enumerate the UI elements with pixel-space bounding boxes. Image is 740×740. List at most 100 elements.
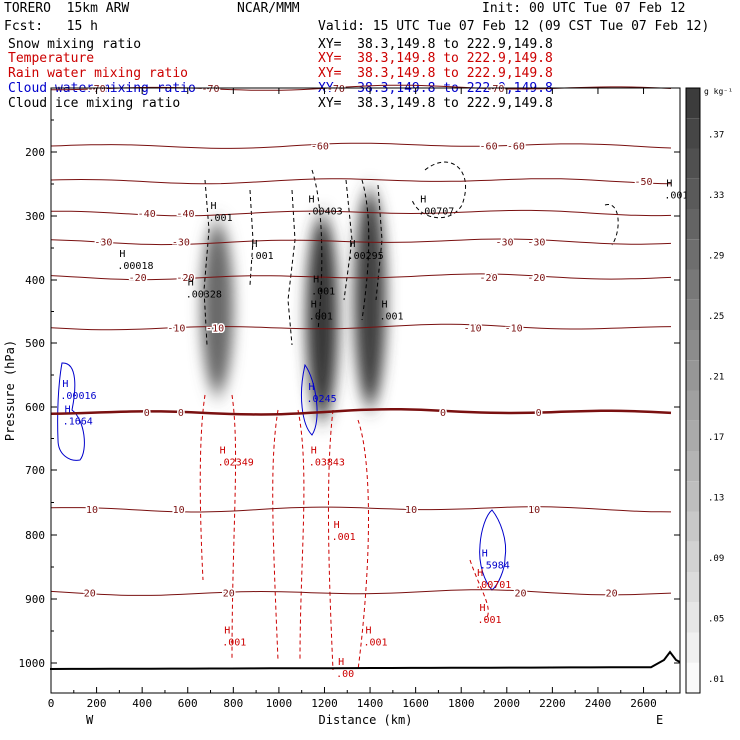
isotherm-label: 20	[606, 589, 618, 600]
isotherm-line	[50, 238, 672, 246]
field-xy-rain: XY= 38.3,149.8 to 222.9,149.8	[318, 66, 553, 81]
max-marker-h: H	[420, 194, 426, 205]
field-name-temperature: Temperature	[8, 51, 95, 66]
isotherm-line	[51, 209, 672, 217]
isotherm-label: -40	[176, 209, 194, 220]
isotherm-label: -10	[505, 323, 523, 334]
isotherm-label: -20	[480, 273, 498, 284]
snow-shading-plume	[306, 215, 339, 420]
x-tick-label: 0	[48, 697, 55, 710]
colorbar-swatch	[686, 269, 700, 300]
x-tick-label: 1200	[311, 697, 338, 710]
isotherm-line	[50, 323, 672, 331]
snow-shading-plume	[201, 222, 234, 395]
isotherm-label: -60	[507, 142, 525, 153]
max-marker-h: H	[211, 201, 217, 212]
isotherm-label: -30	[172, 238, 190, 249]
isotherm-label: -10	[206, 323, 224, 334]
isotherm-label: -30	[527, 238, 545, 249]
x-tick-label: 1600	[402, 697, 429, 710]
max-marker-h: H	[366, 625, 372, 636]
max-marker-h: H	[188, 277, 194, 288]
mixing-ratio-contour	[287, 189, 296, 346]
isotherm-label: 0	[144, 408, 150, 419]
y-tick-label: 1000	[19, 657, 46, 670]
west-end-label: W	[86, 713, 94, 727]
mixing-ratio-contour	[311, 169, 323, 331]
colorbar-tick-label: .01	[708, 675, 724, 685]
max-value-label: .001	[332, 532, 356, 543]
colorbar-tick-label: .09	[708, 554, 724, 564]
mixing-ratio-contour	[203, 179, 210, 346]
y-axis-label: Pressure (hPa)	[3, 340, 17, 441]
y-tick-label: 300	[25, 210, 45, 223]
max-value-label: .02349	[218, 457, 254, 468]
colorbar-tick-label: .29	[708, 251, 724, 261]
valid-time: Valid: 15 UTC Tue 07 Feb 12 (09 CST Tue …	[318, 19, 710, 34]
colorbar-unit-label: g kg⁻¹	[704, 87, 733, 96]
max-marker-h: H	[479, 603, 485, 614]
x-axis-label: Distance (km)	[319, 713, 413, 727]
colorbar-tick-label: .25	[708, 312, 724, 322]
isotherm-label: -50	[635, 177, 653, 188]
isotherm-label: -70	[486, 84, 504, 95]
isotherm-label: -60	[480, 142, 498, 153]
max-marker-h: H	[119, 249, 125, 260]
max-marker-h: H	[482, 549, 488, 560]
mixing-ratio-contour	[199, 394, 206, 581]
max-marker-h: H	[313, 274, 319, 285]
max-value-label: .00016	[60, 391, 96, 402]
plot-frame	[50, 87, 681, 694]
mixing-ratio-contour	[297, 409, 305, 661]
isotherm-label: 10	[528, 505, 540, 516]
init-time: Init: 00 UTC Tue 07 Feb 12	[482, 1, 686, 16]
colorbar-swatch	[686, 148, 700, 179]
max-value-label: .001	[209, 213, 233, 224]
y-tick-label: 600	[25, 401, 45, 414]
y-tick-label: 900	[25, 593, 45, 606]
x-tick-label: 2400	[585, 697, 612, 710]
isotherm-label: 10	[405, 505, 417, 516]
field-name-cloud-ice: Cloud ice mixing ratio	[8, 96, 181, 111]
max-marker-h: H	[309, 194, 315, 205]
isotherm-label: -70	[201, 84, 219, 95]
x-tick-label: 2200	[539, 697, 566, 710]
max-marker-h: H	[666, 178, 672, 189]
colorbar-tick-label: .17	[708, 433, 724, 443]
max-value-label: .001	[364, 637, 388, 648]
field-name-rain: Rain water mixing ratio	[8, 66, 189, 81]
max-value-label: .00130	[664, 190, 700, 201]
x-tick-label: 600	[178, 697, 198, 710]
isotherm-label: 20	[223, 589, 235, 600]
isotherm-label: -20	[176, 273, 194, 284]
isotherm-label: 10	[86, 505, 98, 516]
colorbar-swatch	[686, 209, 700, 240]
max-value-label: .001	[250, 251, 274, 262]
snow-shading-plume	[354, 190, 387, 407]
colorbar-swatch	[686, 511, 700, 542]
isotherm-line	[50, 178, 672, 185]
org-label: NCAR/MMM	[237, 1, 300, 16]
colorbar-tick-label: .33	[708, 191, 724, 201]
isotherm-label: -70	[327, 84, 345, 95]
max-value-label: .001	[477, 615, 501, 626]
colorbar-swatch	[686, 360, 700, 391]
max-value-label: .00707	[418, 206, 454, 217]
isotherm-label: -20	[527, 273, 545, 284]
x-tick-label: 2000	[494, 697, 521, 710]
isotherm-line	[50, 142, 672, 149]
isotherm-line	[50, 273, 672, 281]
mixing-ratio-contour	[249, 189, 254, 286]
mixing-ratio-contour	[343, 179, 353, 301]
y-tick-label: 500	[25, 337, 45, 350]
isotherm-label: 10	[173, 505, 185, 516]
max-value-label: .001	[222, 637, 246, 648]
y-tick-label: 800	[25, 529, 45, 542]
x-tick-label: 400	[132, 697, 152, 710]
mixing-ratio-contour	[327, 409, 334, 671]
isotherm-label: 0	[178, 408, 184, 419]
x-tick-label: 200	[87, 697, 107, 710]
max-marker-h: H	[220, 445, 226, 456]
y-tick-label: 200	[25, 146, 45, 159]
